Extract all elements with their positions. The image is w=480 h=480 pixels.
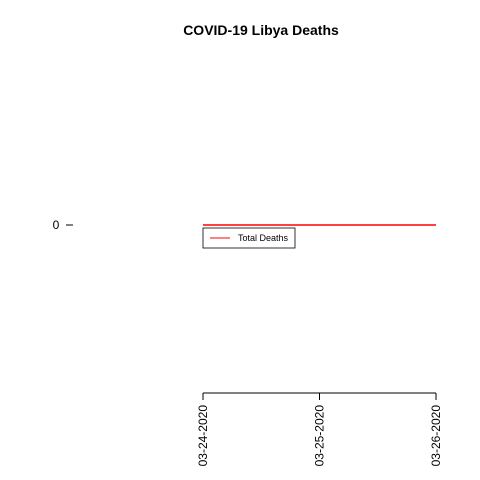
chart-title: COVID-19 Libya Deaths: [183, 22, 339, 38]
x-tick-label: 03-25-2020: [313, 405, 327, 467]
legend-label-total-deaths: Total Deaths: [238, 233, 289, 243]
legend: Total Deaths: [202, 227, 296, 249]
x-tick-label: 03-24-2020: [196, 405, 210, 467]
legend-box: [202, 227, 296, 249]
x-tick-label: 03-26-2020: [429, 405, 443, 467]
y-axis: 0: [53, 218, 73, 232]
y-tick-label: 0: [53, 218, 60, 232]
x-axis: 03-24-2020 03-25-2020 03-26-2020: [196, 392, 443, 467]
